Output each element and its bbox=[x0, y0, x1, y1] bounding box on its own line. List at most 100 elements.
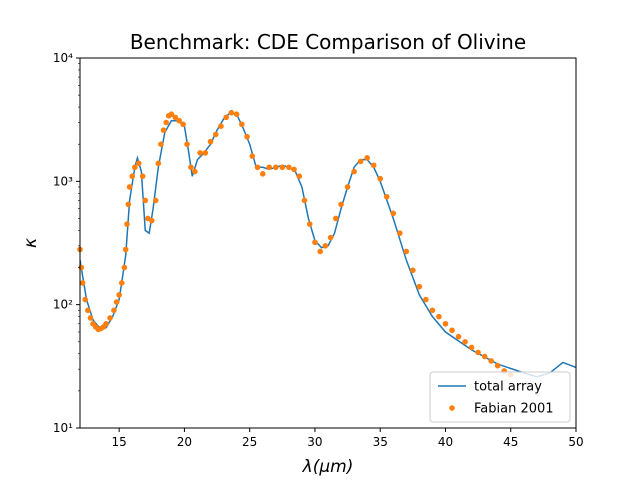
data-point bbox=[113, 299, 120, 305]
data-point bbox=[301, 197, 308, 204]
data-point bbox=[126, 184, 133, 190]
data-point bbox=[442, 320, 449, 327]
data-point bbox=[116, 292, 122, 298]
data-point bbox=[317, 248, 323, 255]
legend-label: Fabian 2001 bbox=[474, 402, 554, 417]
data-point bbox=[436, 313, 442, 320]
data-point bbox=[103, 320, 109, 327]
data-point bbox=[207, 138, 214, 145]
data-point bbox=[163, 119, 169, 126]
data-point bbox=[357, 158, 364, 165]
x-tick-label: 35 bbox=[373, 435, 388, 449]
data-point bbox=[423, 296, 429, 303]
data-point bbox=[188, 164, 194, 171]
data-point bbox=[338, 201, 344, 208]
data-point bbox=[296, 173, 303, 180]
data-point bbox=[192, 168, 198, 175]
data-point bbox=[122, 246, 129, 253]
chart-title: Benchmark: CDE Comparison of Olivine bbox=[130, 30, 526, 54]
x-tick-label: 15 bbox=[112, 435, 127, 449]
x-tick-label: 50 bbox=[568, 435, 583, 449]
data-point bbox=[223, 114, 229, 121]
legend-box bbox=[429, 371, 571, 423]
data-point bbox=[333, 215, 339, 222]
x-axis-label: λ(μm) bbox=[302, 457, 354, 477]
data-point bbox=[481, 353, 488, 360]
data-point bbox=[111, 307, 117, 314]
data-point bbox=[124, 221, 130, 227]
data-point bbox=[249, 153, 256, 159]
data-point bbox=[244, 133, 250, 140]
data-point bbox=[142, 197, 149, 204]
data-point bbox=[364, 155, 370, 161]
x-tick-label: 45 bbox=[503, 435, 518, 449]
x-tick-label: 30 bbox=[307, 435, 322, 449]
data-point bbox=[135, 160, 142, 167]
y-tick-label: 10³ bbox=[53, 174, 73, 188]
data-point bbox=[158, 141, 164, 148]
data-point bbox=[306, 221, 313, 227]
data-point bbox=[82, 296, 89, 303]
data-point bbox=[351, 168, 357, 175]
x-tick-label: 25 bbox=[242, 435, 257, 449]
data-point bbox=[390, 210, 397, 217]
data-point bbox=[85, 307, 91, 314]
data-point bbox=[139, 173, 146, 180]
data-point bbox=[160, 127, 167, 133]
data-point bbox=[462, 338, 468, 345]
data-point bbox=[180, 121, 186, 128]
data-point bbox=[155, 160, 162, 167]
data-point bbox=[176, 117, 182, 124]
legend-dot bbox=[449, 405, 455, 411]
data-point bbox=[383, 193, 390, 200]
data-point bbox=[202, 150, 209, 156]
data-point bbox=[239, 121, 245, 128]
data-point bbox=[429, 307, 436, 314]
data-point bbox=[87, 315, 94, 321]
data-point bbox=[291, 166, 297, 173]
data-point bbox=[449, 327, 455, 334]
data-point bbox=[286, 164, 292, 171]
y-tick-label: 10¹ bbox=[53, 421, 73, 435]
x-tick-label: 20 bbox=[177, 435, 192, 449]
data-point bbox=[233, 111, 240, 118]
data-point bbox=[107, 315, 113, 321]
data-point bbox=[218, 123, 224, 129]
data-point bbox=[494, 362, 501, 369]
data-point bbox=[322, 243, 329, 249]
data-point bbox=[377, 175, 384, 182]
data-point bbox=[410, 267, 416, 274]
x-tick-label: 40 bbox=[438, 435, 453, 449]
data-point bbox=[197, 150, 203, 156]
data-point bbox=[475, 349, 481, 356]
data-point bbox=[272, 164, 279, 171]
data-point bbox=[312, 239, 318, 246]
data-line bbox=[80, 111, 576, 378]
data-point bbox=[172, 114, 179, 121]
data-point bbox=[152, 197, 159, 204]
data-point bbox=[266, 164, 273, 171]
data-point bbox=[396, 230, 403, 236]
data-point bbox=[79, 280, 86, 286]
data-point bbox=[455, 333, 462, 340]
data-point bbox=[121, 264, 128, 271]
y-axis-label: κ bbox=[21, 238, 41, 248]
y-tick-label: 10⁴ bbox=[53, 51, 73, 65]
data-point bbox=[118, 280, 125, 286]
data-point bbox=[416, 283, 423, 290]
data-point bbox=[370, 162, 377, 169]
data-point bbox=[148, 217, 155, 224]
data-point bbox=[228, 109, 235, 116]
data-point bbox=[254, 164, 261, 171]
data-point bbox=[488, 358, 494, 364]
data-point bbox=[129, 173, 136, 180]
data-point bbox=[259, 171, 266, 177]
y-tick-label: 10² bbox=[53, 298, 73, 312]
data-point bbox=[327, 234, 334, 241]
data-point bbox=[132, 164, 138, 171]
legend-label: total array bbox=[474, 380, 542, 395]
data-point bbox=[212, 131, 219, 138]
data-point bbox=[344, 184, 351, 190]
data-point bbox=[184, 141, 190, 148]
